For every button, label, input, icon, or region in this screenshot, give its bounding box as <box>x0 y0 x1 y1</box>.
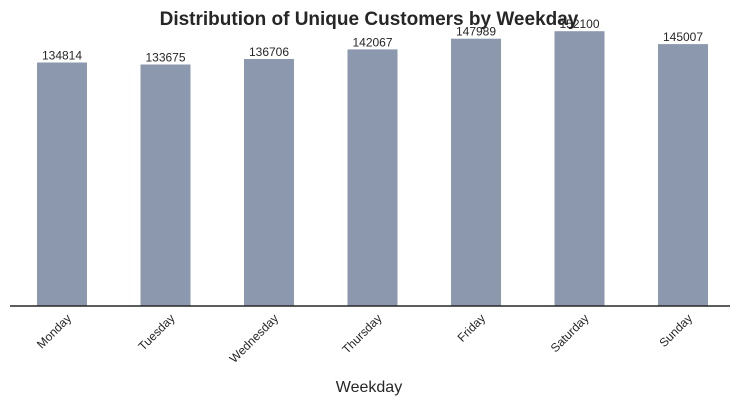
chart-title: Distribution of Unique Customers by Week… <box>160 9 579 30</box>
bar-tuesday <box>140 64 191 306</box>
data-label-thursday: 142067 <box>352 35 392 49</box>
bar-sunday <box>658 44 708 306</box>
data-labels-group: 134814 133675 136706 142067 147989 152100 1450… <box>42 17 703 64</box>
data-label-sunday: 145007 <box>663 30 703 44</box>
x-tick-labels-group: Monday Tuesday Wednesday Thursday Friday Satu… <box>34 311 695 366</box>
data-label-wednesday: 136706 <box>249 45 289 59</box>
x-tick-label-tuesday: Tuesday <box>135 311 177 353</box>
x-axis-label: Weekday <box>336 379 402 396</box>
x-tick-label-thursday: Thursday <box>339 311 384 356</box>
bar-friday <box>451 38 501 306</box>
bar-thursday <box>347 49 398 307</box>
x-tick-label-sunday: Sunday <box>656 311 695 350</box>
x-tick-label-monday: Monday <box>34 311 74 351</box>
bar-saturday <box>554 31 605 306</box>
data-label-friday: 147989 <box>456 25 496 39</box>
x-tick-label-friday: Friday <box>455 311 488 344</box>
data-label-saturday: 152100 <box>559 17 599 31</box>
data-label-monday: 134814 <box>42 49 82 63</box>
x-tick-label-wednesday: Wednesday <box>227 311 282 366</box>
x-tick-label-saturday: Saturday <box>548 311 592 355</box>
data-label-tuesday: 133675 <box>145 51 185 65</box>
bar-monday <box>37 62 87 306</box>
bar-wednesday <box>244 59 294 306</box>
bars-group <box>37 31 708 307</box>
